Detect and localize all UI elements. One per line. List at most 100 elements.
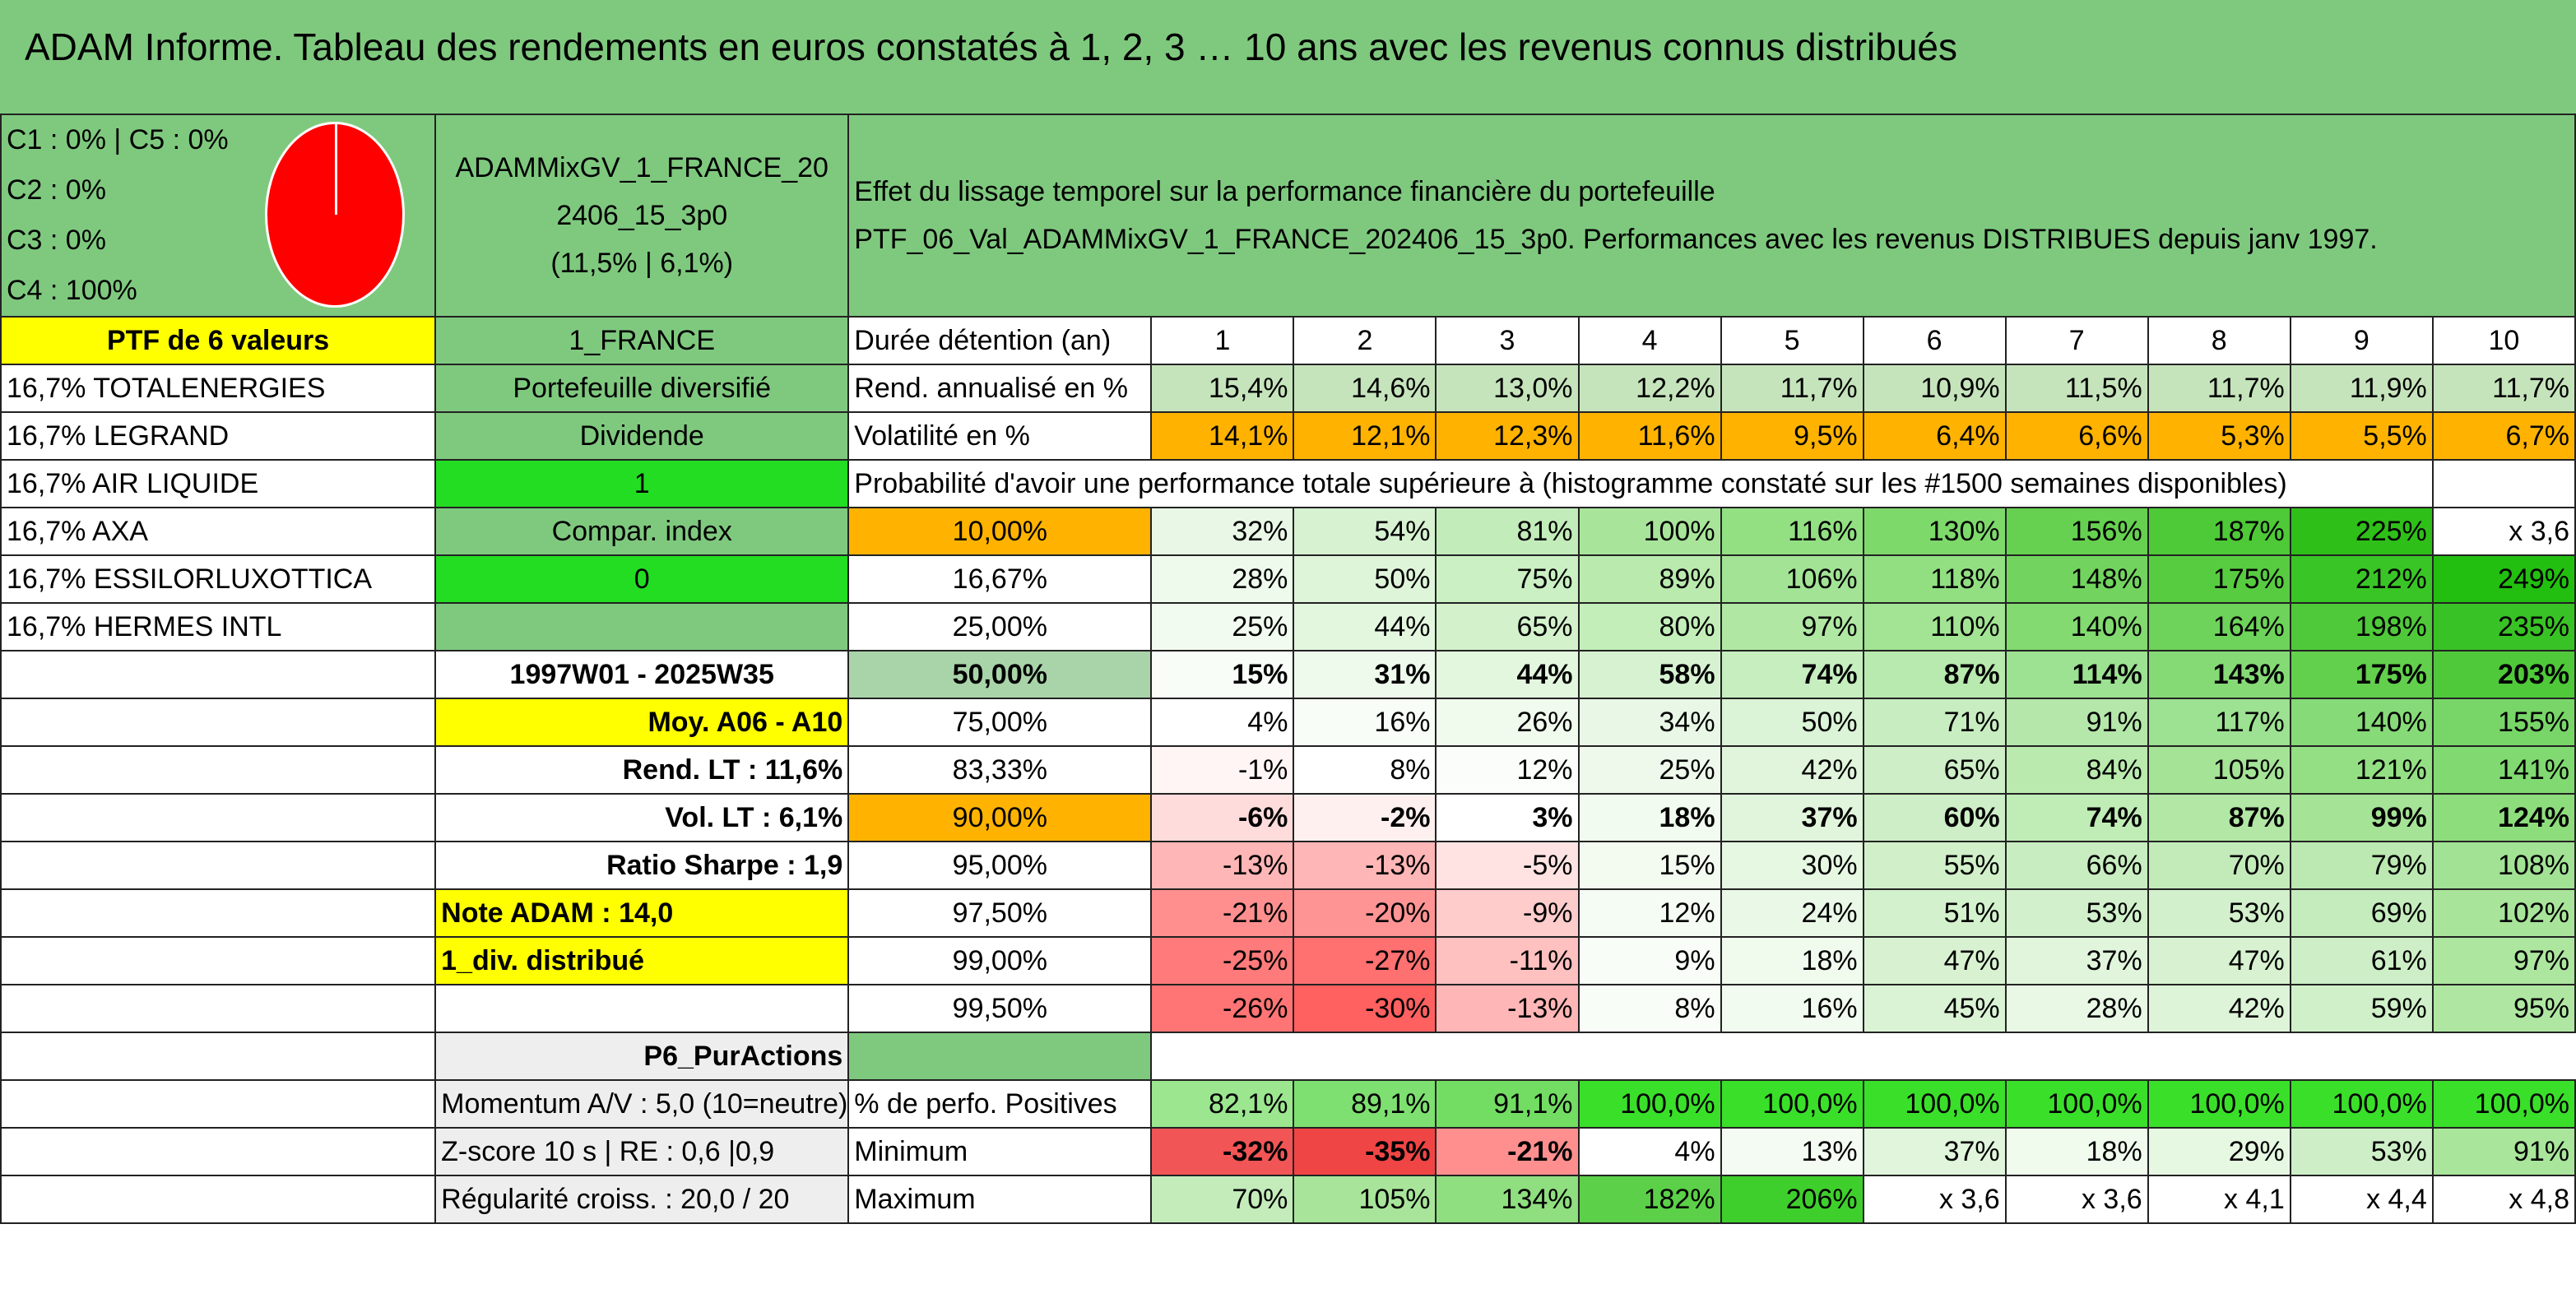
value-cell[interactable]: 1 [1150,316,1295,365]
value-cell[interactable]: -13% [1150,841,1295,890]
value-cell[interactable]: 65% [1862,745,2007,795]
value-cell[interactable]: 121% [2289,745,2434,795]
value-cell[interactable]: 58% [1577,650,1722,699]
metric-label-cell[interactable]: 16,67% [847,554,1153,604]
value-cell[interactable]: 70% [1150,1175,1295,1224]
value-cell[interactable]: 249% [2431,554,2576,604]
label-cell[interactable]: 16,7% LEGRAND [0,411,437,461]
metric-label-cell[interactable]: 75,00% [847,698,1153,747]
label-cell[interactable] [0,1175,437,1224]
value-cell[interactable]: 6 [1862,316,2007,365]
value-cell[interactable]: -5% [1435,841,1580,890]
value-cell[interactable]: 97% [2431,936,2576,985]
label-cell[interactable] [0,1079,437,1129]
value-cell[interactable]: -21% [1435,1127,1580,1176]
value-cell[interactable]: -27% [1293,936,1437,985]
value-cell[interactable]: 100,0% [1720,1079,1864,1129]
value-cell[interactable]: -6% [1150,793,1295,842]
value-cell[interactable]: -11% [1435,936,1580,985]
label-cell[interactable] [0,793,437,842]
value-cell[interactable]: 91% [2431,1127,2576,1176]
value-cell[interactable]: 12,2% [1577,364,1722,413]
label-cell[interactable]: PTF de 6 valeurs [0,316,437,365]
value-cell[interactable]: 66% [2004,841,2149,890]
info-cell[interactable]: Vol. LT : 6,1% [434,793,850,842]
metric-label-cell[interactable]: % de perfo. Positives [847,1079,1153,1129]
value-cell[interactable]: 87% [2147,793,2291,842]
info-cell[interactable]: Compar. index [434,507,850,556]
value-cell[interactable]: 203% [2431,650,2576,699]
info-cell[interactable]: 0 [434,554,850,604]
label-cell[interactable] [0,888,437,938]
value-cell[interactable]: 15% [1150,650,1295,699]
value-cell[interactable]: x 3,6 [2431,507,2576,556]
value-cell[interactable]: 69% [2289,888,2434,938]
value-cell[interactable]: 91% [2004,698,2149,747]
value-cell[interactable]: -13% [1293,841,1437,890]
value-cell[interactable]: 89% [1577,554,1722,604]
value-cell[interactable]: 2 [1293,316,1437,365]
value-cell[interactable]: 102% [2431,888,2576,938]
value-cell[interactable]: 61% [2289,936,2434,985]
value-cell[interactable]: 9,5% [1720,411,1864,461]
value-cell[interactable]: 44% [1435,650,1580,699]
value-cell[interactable]: 4 [1577,316,1722,365]
value-cell[interactable]: 106% [1720,554,1864,604]
value-cell[interactable]: 82,1% [1150,1079,1295,1129]
value-cell[interactable]: 53% [2004,888,2149,938]
value-cell[interactable]: 3 [1435,316,1580,365]
value-cell[interactable]: 164% [2147,602,2291,651]
metric-label-cell[interactable]: 10,00% [847,507,1153,556]
value-cell[interactable]: 156% [2004,507,2149,556]
info-cell[interactable]: Note ADAM : 14,0 [434,888,850,938]
value-cell[interactable]: 12% [1577,888,1722,938]
value-cell[interactable]: 18% [1720,936,1864,985]
metric-label-cell[interactable]: 83,33% [847,745,1153,795]
metric-label-cell[interactable]: Minimum [847,1127,1153,1176]
value-cell[interactable]: 16% [1293,698,1437,747]
value-cell[interactable]: 187% [2147,507,2291,556]
value-cell[interactable]: 235% [2431,602,2576,651]
value-cell[interactable]: 8% [1577,984,1722,1033]
value-cell[interactable]: 6,4% [1862,411,2007,461]
value-cell[interactable]: 100,0% [2431,1079,2576,1129]
value-cell[interactable] [1864,1032,2006,1080]
value-cell[interactable]: -32% [1150,1127,1295,1176]
label-cell[interactable] [0,745,437,795]
value-cell[interactable]: 100,0% [2004,1079,2149,1129]
info-cell[interactable] [434,984,850,1033]
value-cell[interactable]: 59% [2289,984,2434,1033]
value-cell[interactable] [1721,1032,1864,1080]
value-cell[interactable] [2433,1032,2575,1080]
value-cell[interactable]: 28% [2004,984,2149,1033]
info-cell[interactable]: Dividende [434,411,850,461]
value-cell[interactable]: x 3,6 [2004,1175,2149,1224]
metric-label-cell[interactable]: 99,50% [847,984,1153,1033]
label-cell[interactable]: 16,7% AIR LIQUIDE [0,459,437,508]
value-cell[interactable]: 5,3% [2147,411,2291,461]
label-cell[interactable] [0,841,437,890]
value-cell[interactable]: 140% [2004,602,2149,651]
value-cell[interactable]: 89,1% [1293,1079,1437,1129]
value-cell[interactable]: 53% [2147,888,2291,938]
value-cell[interactable]: 105% [1293,1175,1437,1224]
metric-label-cell[interactable]: Durée détention (an) [847,316,1153,365]
value-cell[interactable]: 134% [1435,1175,1580,1224]
value-cell[interactable]: 47% [1862,936,2007,985]
label-cell[interactable]: 16,7% HERMES INTL [0,602,437,651]
info-cell[interactable]: P6_PurActions [434,1032,850,1081]
value-cell[interactable]: 182% [1577,1175,1722,1224]
value-cell[interactable]: 42% [1720,745,1864,795]
value-cell[interactable]: 100,0% [1862,1079,2007,1129]
value-cell[interactable] [1436,1032,1578,1080]
value-cell[interactable]: 7 [2004,316,2149,365]
value-cell[interactable]: 100% [1577,507,1722,556]
value-cell[interactable]: -1% [1150,745,1295,795]
value-cell[interactable]: 5 [1720,316,1864,365]
value-cell[interactable]: 206% [1720,1175,1864,1224]
value-cell[interactable]: 91,1% [1435,1079,1580,1129]
label-cell[interactable] [0,936,437,985]
label-cell[interactable] [0,650,437,699]
value-cell[interactable]: 84% [2004,745,2149,795]
value-cell[interactable]: 141% [2431,745,2576,795]
